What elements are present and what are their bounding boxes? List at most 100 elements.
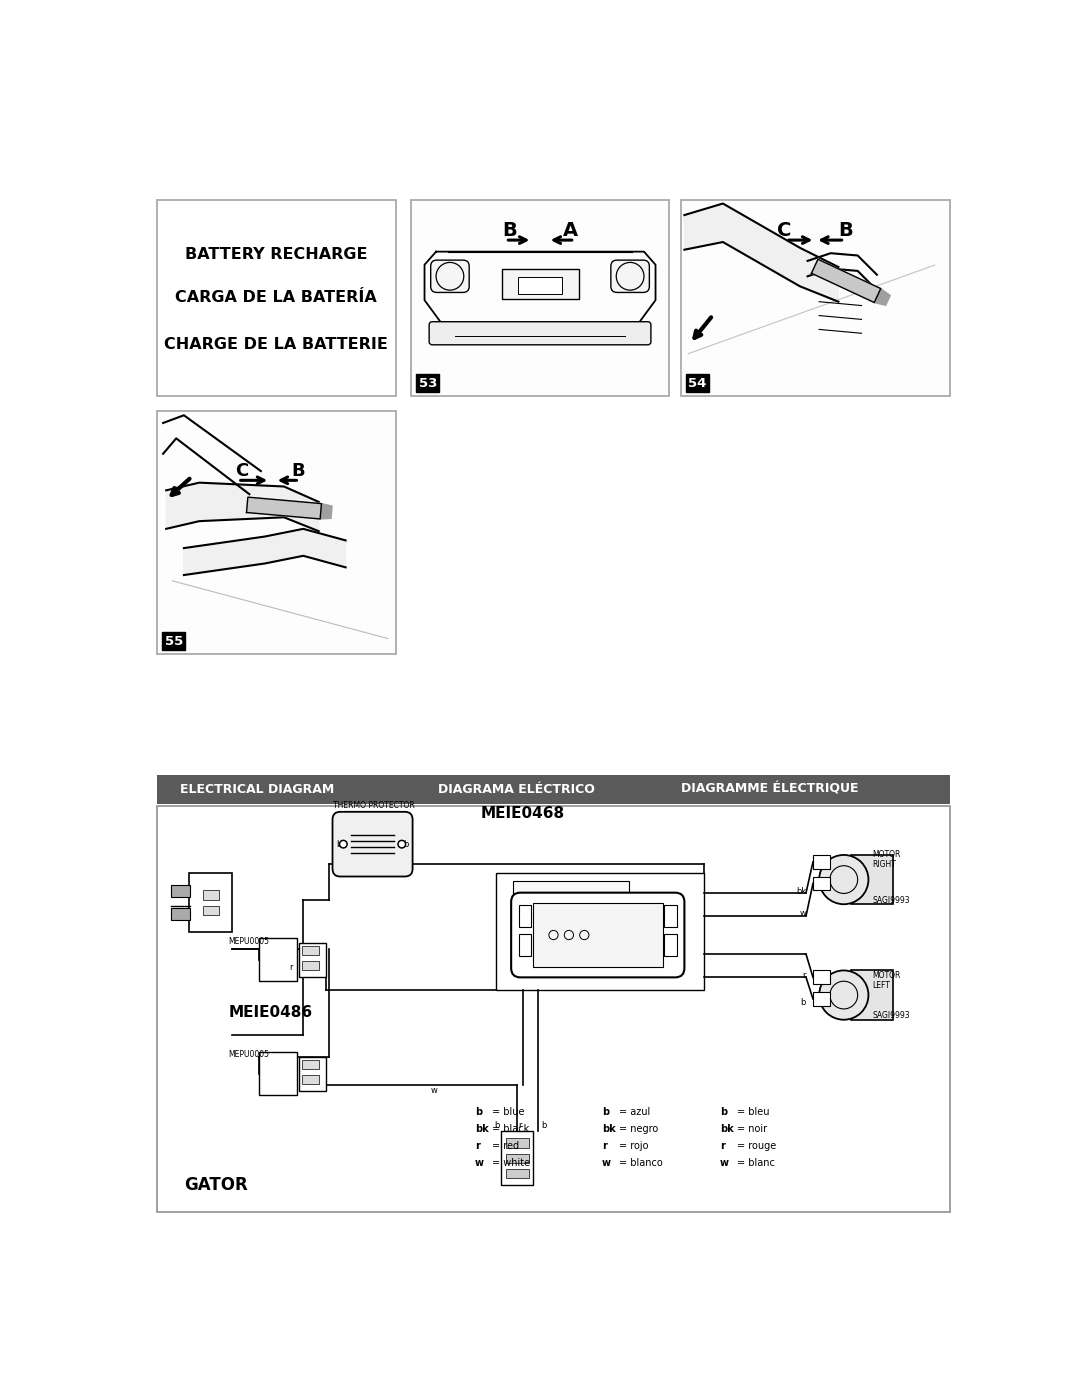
Text: = negro: = negro bbox=[619, 1124, 658, 1134]
Text: = bleu: = bleu bbox=[737, 1108, 769, 1117]
Bar bbox=[505, 1153, 529, 1163]
Text: MEPU0005: MEPU0005 bbox=[229, 1049, 270, 1059]
Text: B: B bbox=[291, 462, 305, 480]
FancyBboxPatch shape bbox=[429, 322, 651, 344]
Polygon shape bbox=[184, 529, 346, 575]
FancyBboxPatch shape bbox=[333, 812, 413, 876]
Text: b: b bbox=[403, 840, 408, 848]
Bar bbox=[851, 970, 893, 1020]
Text: MEIE0468: MEIE0468 bbox=[481, 806, 565, 820]
Text: bk: bk bbox=[719, 1124, 733, 1134]
Circle shape bbox=[819, 855, 868, 904]
Text: b: b bbox=[602, 1108, 609, 1117]
Text: = red: = red bbox=[491, 1141, 519, 1151]
Text: b: b bbox=[719, 1108, 727, 1117]
Text: w: w bbox=[602, 1158, 611, 1167]
Circle shape bbox=[400, 843, 404, 847]
Circle shape bbox=[339, 840, 347, 848]
Text: r: r bbox=[602, 1141, 607, 1151]
Bar bbox=[302, 962, 320, 970]
Bar bbox=[501, 269, 579, 298]
Bar bbox=[505, 1138, 529, 1148]
Bar bbox=[680, 200, 950, 396]
Text: DIAGRAMA ELÉCTRICO: DIAGRAMA ELÉCTRICO bbox=[438, 783, 595, 795]
Text: w: w bbox=[799, 909, 806, 917]
Bar bbox=[203, 890, 218, 899]
Bar bbox=[189, 873, 232, 931]
Text: r: r bbox=[719, 1141, 725, 1151]
Text: = blanc: = blanc bbox=[737, 1158, 774, 1167]
Text: = blue: = blue bbox=[491, 1108, 525, 1117]
Text: CARGA DE LA BATERÍA: CARGA DE LA BATERÍA bbox=[175, 290, 377, 305]
Polygon shape bbox=[811, 260, 881, 303]
Text: MEPU0005: MEPU0005 bbox=[229, 937, 270, 945]
Text: w: w bbox=[431, 1085, 437, 1095]
Circle shape bbox=[341, 843, 346, 847]
Bar bbox=[851, 855, 893, 904]
Polygon shape bbox=[320, 504, 332, 519]
Bar bbox=[258, 938, 297, 981]
Bar bbox=[532, 904, 663, 966]
Bar bbox=[813, 855, 829, 869]
Bar bbox=[411, 200, 669, 396]
Bar bbox=[664, 934, 677, 956]
Text: C: C bbox=[235, 462, 248, 480]
Polygon shape bbox=[685, 204, 838, 301]
Text: SAGI9993: SAGI9993 bbox=[873, 1012, 910, 1020]
Text: RIGHT: RIGHT bbox=[873, 859, 896, 869]
Bar bbox=[171, 886, 190, 897]
Text: CHARGE DE LA BATTERIE: CHARGE DE LA BATTERIE bbox=[164, 337, 388, 353]
Bar bbox=[518, 905, 531, 927]
Bar bbox=[813, 876, 829, 890]
Bar bbox=[302, 945, 320, 955]
Text: b: b bbox=[541, 1122, 546, 1130]
Bar bbox=[157, 775, 950, 804]
Bar bbox=[157, 411, 395, 654]
Bar bbox=[501, 1131, 534, 1185]
Text: b: b bbox=[495, 1122, 500, 1130]
Bar bbox=[664, 905, 677, 927]
Text: MEIE0486: MEIE0486 bbox=[229, 1005, 313, 1020]
Bar bbox=[302, 1060, 320, 1069]
Text: = azul: = azul bbox=[619, 1108, 650, 1117]
Polygon shape bbox=[874, 289, 890, 305]
Text: B: B bbox=[839, 221, 853, 240]
Text: w: w bbox=[475, 1158, 484, 1167]
Text: = white: = white bbox=[491, 1158, 530, 1167]
Bar bbox=[258, 1052, 297, 1095]
FancyBboxPatch shape bbox=[511, 892, 685, 977]
Text: MOTOR: MOTOR bbox=[873, 970, 901, 980]
Text: b: b bbox=[800, 998, 806, 1008]
Polygon shape bbox=[246, 497, 322, 519]
Bar bbox=[302, 1076, 320, 1084]
FancyBboxPatch shape bbox=[431, 260, 469, 293]
Text: A: A bbox=[564, 221, 579, 240]
Bar bbox=[157, 200, 395, 396]
Text: r: r bbox=[518, 1122, 522, 1130]
Text: r: r bbox=[802, 970, 806, 980]
Text: = black: = black bbox=[491, 1124, 529, 1134]
Text: = noir: = noir bbox=[737, 1124, 767, 1134]
Text: ELECTRICAL DIAGRAM: ELECTRICAL DIAGRAM bbox=[180, 783, 335, 795]
Bar bbox=[171, 908, 190, 920]
Text: C: C bbox=[778, 221, 792, 240]
Text: BATTERY RECHARGE: BATTERY RECHARGE bbox=[185, 247, 367, 262]
Text: THERMO PROTECTOR: THERMO PROTECTOR bbox=[333, 801, 415, 811]
Text: bk: bk bbox=[475, 1124, 489, 1134]
Text: MOTOR: MOTOR bbox=[873, 849, 901, 859]
Polygon shape bbox=[166, 483, 319, 532]
Bar bbox=[813, 970, 829, 984]
Text: r: r bbox=[289, 963, 294, 972]
Bar bbox=[813, 992, 829, 1006]
Bar bbox=[505, 1169, 529, 1178]
Text: b: b bbox=[336, 840, 341, 848]
Bar bbox=[299, 1056, 326, 1091]
Text: = rojo: = rojo bbox=[619, 1141, 648, 1151]
Bar bbox=[157, 805, 950, 1212]
Bar bbox=[518, 934, 531, 956]
Bar bbox=[203, 906, 218, 915]
Circle shape bbox=[819, 970, 868, 1020]
Text: = blanco: = blanco bbox=[619, 1158, 663, 1167]
Bar bbox=[513, 881, 629, 934]
Text: SAGI9993: SAGI9993 bbox=[873, 895, 910, 905]
